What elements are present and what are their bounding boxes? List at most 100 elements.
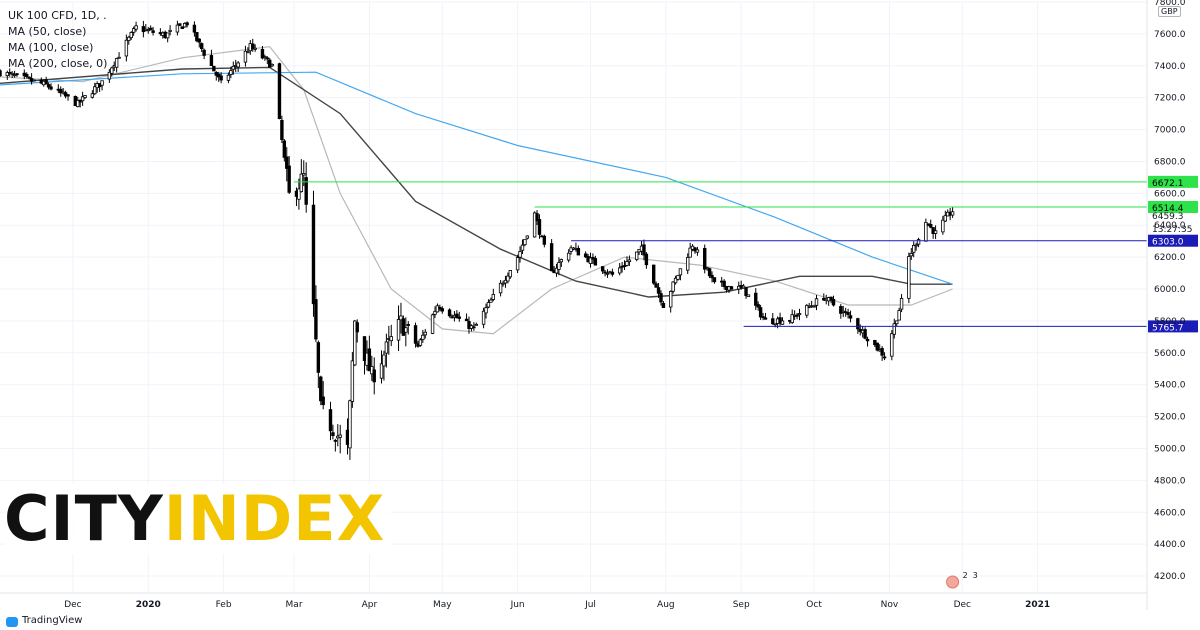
candle-body — [243, 50, 248, 63]
y-tick-label: 5800.0 — [1154, 317, 1186, 327]
candle-body — [535, 213, 539, 222]
candle-body — [642, 244, 646, 256]
events-icon — [946, 575, 960, 589]
candle-body — [413, 325, 418, 344]
candle-body — [226, 74, 231, 81]
y-tick-label: 4200.0 — [1154, 572, 1186, 582]
ma200-legend[interactable]: MA (200, close, 0) — [8, 57, 108, 70]
candle-body — [270, 63, 274, 67]
candle-body — [178, 23, 182, 26]
candle-body — [890, 333, 894, 357]
candle-body — [566, 252, 571, 261]
candle-body — [59, 88, 63, 94]
candle-body — [744, 287, 748, 296]
candle-body — [246, 51, 250, 54]
candle-body — [440, 308, 444, 312]
x-tick-label: Mar — [286, 600, 303, 610]
candle-body — [253, 47, 257, 50]
candle-body — [421, 334, 425, 341]
tradingview-logo-icon[interactable] — [6, 617, 18, 627]
candle-body — [401, 318, 406, 336]
candle-body — [389, 336, 393, 342]
candle-body — [491, 293, 496, 300]
candle-body — [790, 314, 794, 323]
candle-body — [929, 224, 933, 228]
candle-body — [773, 323, 777, 326]
candle-body — [722, 280, 726, 287]
candle-body — [362, 336, 367, 361]
candle-body — [676, 275, 680, 280]
candle-body — [542, 235, 547, 245]
currency-badge[interactable]: GBP — [1158, 6, 1181, 17]
x-tick-label: Dec — [64, 600, 81, 610]
candle-body — [610, 271, 615, 275]
candle-body — [146, 29, 150, 32]
candle-body — [93, 86, 97, 95]
candle-body — [472, 326, 476, 329]
y-tick-label: 4400.0 — [1154, 540, 1186, 550]
candle-body — [12, 74, 17, 77]
candle-body — [634, 251, 639, 260]
candlestick-series — [0, 20, 955, 460]
x-tick-label: Aug — [657, 600, 675, 610]
candle-body — [549, 243, 554, 272]
ma50-legend[interactable]: MA (50, close) — [8, 25, 87, 38]
candle-body — [659, 293, 663, 303]
ma100-legend[interactable]: MA (100, close) — [8, 41, 94, 54]
candle-body — [812, 305, 816, 308]
y-tick-label: 7200.0 — [1154, 94, 1186, 104]
candle-body — [49, 86, 53, 90]
x-tick-label: Apr — [362, 600, 378, 610]
candle-body — [829, 296, 833, 301]
level-label: 5765.7 — [1152, 323, 1184, 333]
candle-body — [379, 363, 384, 379]
candle-body — [839, 306, 843, 314]
candle-body — [924, 221, 928, 242]
candle-body — [302, 173, 306, 176]
candle-body — [503, 279, 508, 284]
candle-body — [795, 314, 799, 317]
x-tick-label: 2020 — [136, 600, 161, 610]
candle-body — [260, 48, 265, 59]
candle-body — [622, 265, 627, 267]
candle-body — [27, 76, 31, 79]
candle-body — [882, 356, 887, 359]
candle-body — [856, 318, 860, 330]
candle-body — [180, 26, 184, 29]
candle-body — [897, 310, 901, 321]
candle-body — [712, 277, 717, 283]
candle-body — [464, 318, 469, 322]
candle-body — [76, 100, 80, 108]
candle-body — [741, 285, 746, 289]
candle-body — [941, 219, 945, 233]
candle-body — [450, 316, 454, 319]
candle-body — [311, 204, 316, 305]
candle-body — [280, 119, 284, 140]
candle-body — [865, 338, 870, 342]
level-label-box — [1148, 175, 1198, 188]
candle-body — [880, 348, 884, 356]
ma50-line — [0, 45, 953, 335]
candle-body — [669, 291, 673, 308]
candle-body — [651, 264, 656, 284]
candle-body — [671, 281, 675, 292]
candle-body — [914, 244, 918, 247]
candle-body — [10, 72, 14, 75]
tradingview-label[interactable]: TradingView — [22, 615, 83, 626]
symbol-title[interactable]: UK 100 CFD, 1D, . — [8, 9, 107, 22]
candle-body — [525, 235, 530, 239]
candle-body — [848, 315, 853, 319]
candle-body — [404, 327, 408, 333]
candle-body — [710, 274, 714, 279]
candle-body — [805, 305, 809, 316]
level-label-box — [1148, 320, 1198, 333]
event-count-2: 2 — [963, 571, 968, 580]
candle-body — [627, 259, 632, 263]
candle-body — [399, 315, 403, 321]
candle-body — [372, 369, 376, 383]
candle-body — [605, 272, 610, 275]
y-tick-label: 5200.0 — [1154, 413, 1186, 423]
candle-body — [678, 268, 683, 276]
candle-body — [498, 282, 503, 294]
candle-body — [754, 292, 758, 306]
